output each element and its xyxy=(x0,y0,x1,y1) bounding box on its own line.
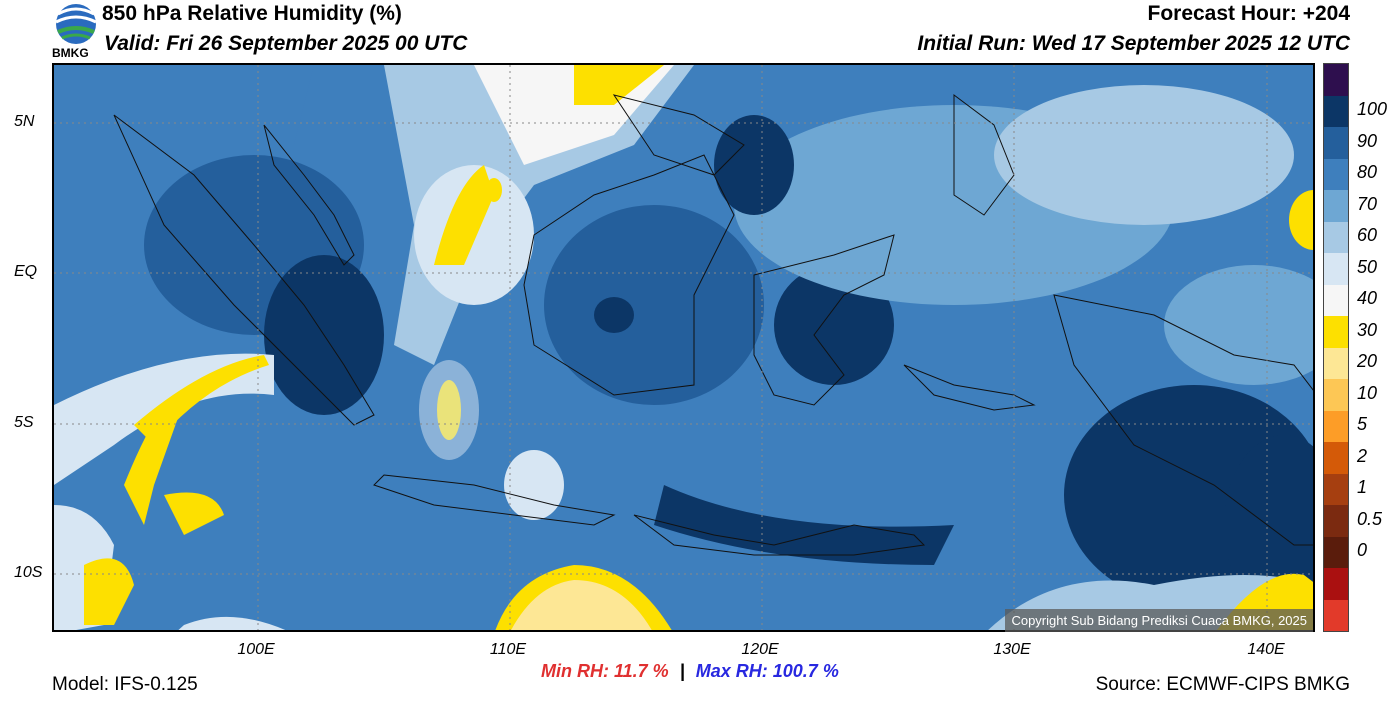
lon-tick-130e: 130E xyxy=(993,641,1031,658)
lat-tick-5n: 5N xyxy=(14,113,35,130)
lat-tick-10s: 10S xyxy=(14,564,43,581)
forecast-hour: Forecast Hour: +204 xyxy=(1147,2,1351,25)
colorbar-segment xyxy=(1324,536,1348,568)
colorbar-label: 30 xyxy=(1357,319,1378,340)
colorbar-segment xyxy=(1324,316,1348,348)
min-rh: Min RH: 11.7 % xyxy=(541,661,669,681)
valid-time: Valid: Fri 26 September 2025 00 UTC xyxy=(104,32,468,55)
map-canvas xyxy=(54,65,1313,630)
logo-text: BMKG xyxy=(52,46,89,60)
colorbar-label: 0.5 xyxy=(1357,508,1383,529)
graticule xyxy=(54,65,1313,630)
colorbar-segment xyxy=(1324,505,1348,537)
colorbar-label: 0 xyxy=(1357,540,1368,561)
colorbar-segment xyxy=(1324,379,1348,411)
lat-tick-5s: 5S xyxy=(14,414,34,431)
colorbar-label: 1 xyxy=(1357,477,1368,498)
colorbar-segment xyxy=(1324,599,1348,631)
colorbar-segment xyxy=(1324,568,1348,600)
colorbar-label: 10 xyxy=(1357,382,1378,403)
rh-stats: Min RH: 11.7 % | Max RH: 100.7 % xyxy=(541,661,839,682)
lon-tick-140e: 140E xyxy=(1247,641,1285,658)
colorbar-label: 5 xyxy=(1357,414,1368,435)
colorbar-segment xyxy=(1324,253,1348,285)
colorbar-segment xyxy=(1324,284,1348,316)
colorbar-segment xyxy=(1324,158,1348,190)
colorbar-segment xyxy=(1324,64,1348,96)
lon-tick-100e: 100E xyxy=(237,641,275,658)
coastlines xyxy=(113,94,1313,556)
source-label: Source: ECMWF-CIPS BMKG xyxy=(1095,674,1350,695)
bmkg-logo xyxy=(55,4,97,44)
colorbar-segment xyxy=(1324,221,1348,253)
colorbar-segment xyxy=(1324,190,1348,222)
colorbar-label: 90 xyxy=(1357,130,1378,151)
colorbar-label: 50 xyxy=(1357,256,1378,277)
colorbar-segment xyxy=(1324,473,1348,505)
colorbar-label: 60 xyxy=(1357,225,1378,246)
humidity-map[interactable] xyxy=(52,63,1315,632)
colorbar-label: 70 xyxy=(1357,193,1378,214)
max-rh: Max RH: 100.7 % xyxy=(695,661,839,681)
colorbar-segment xyxy=(1324,347,1348,379)
colorbar-label: 100 xyxy=(1357,99,1388,120)
map-title: 850 hPa Relative Humidity (%) xyxy=(102,2,402,25)
colorbar xyxy=(1323,63,1349,632)
model-label: Model: IFS-0.125 xyxy=(52,674,198,695)
colorbar-segment xyxy=(1324,442,1348,474)
lat-tick-eq: EQ xyxy=(14,263,38,280)
colorbar-label: 20 xyxy=(1357,351,1378,372)
lon-tick-110e: 110E xyxy=(489,641,527,658)
colorbar-segment xyxy=(1324,410,1348,442)
colorbar-segment xyxy=(1324,127,1348,159)
stats-separator: | xyxy=(679,661,685,681)
colorbar-segment xyxy=(1324,95,1348,127)
colorbar-label: 80 xyxy=(1357,162,1378,183)
colorbar-label: 2 xyxy=(1357,445,1368,466)
copyright-note: Copyright Sub Bidang Prediksi Cuaca BMKG… xyxy=(1005,609,1313,632)
lon-tick-120e: 120E xyxy=(741,641,779,658)
initial-run: Initial Run: Wed 17 September 2025 12 UT… xyxy=(917,32,1350,55)
colorbar-label: 40 xyxy=(1357,288,1378,309)
